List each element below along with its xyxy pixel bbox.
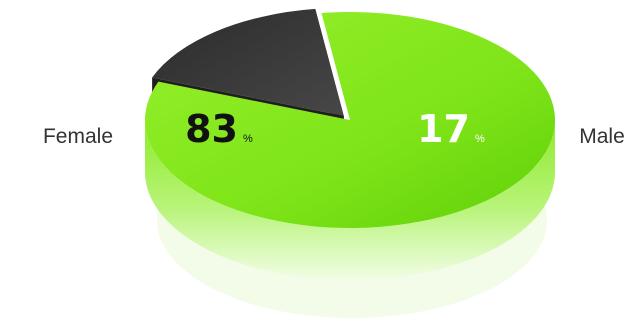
pie-slice-female <box>144 12 556 229</box>
pie-slice-male <box>152 8 344 116</box>
slice-label-male: Male <box>579 125 625 148</box>
pie-slice-side-female <box>145 120 555 280</box>
slice-unit-female: % <box>243 133 253 145</box>
slice-label-female: Female <box>43 125 113 148</box>
slice-value-male: 17 <box>417 107 470 151</box>
slice-value-female: 83 <box>185 107 238 151</box>
slice-unit-male: % <box>475 133 485 145</box>
